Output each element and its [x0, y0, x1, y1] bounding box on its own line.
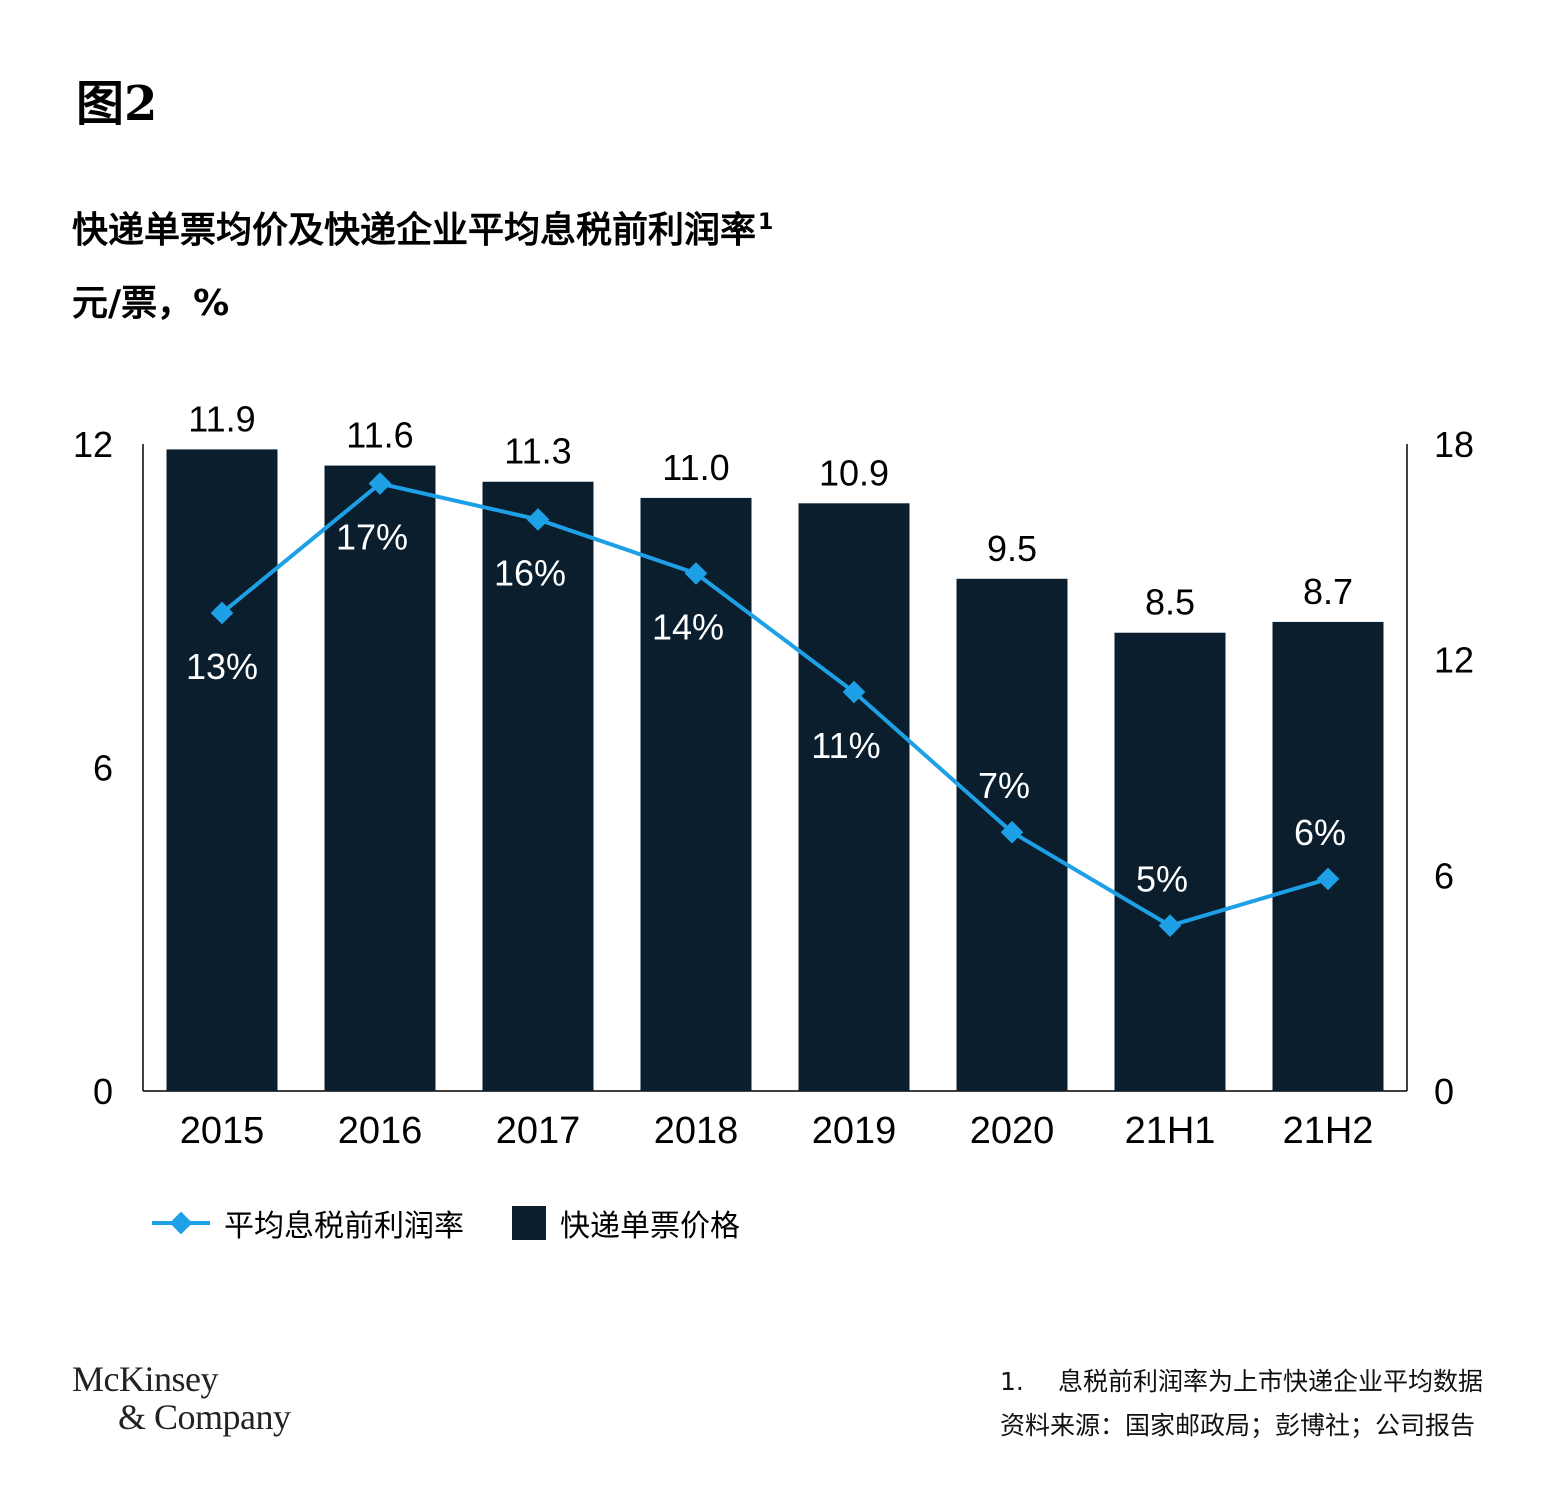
margin-value-label: 11% [811, 725, 880, 766]
x-tick-label: 21H1 [1125, 1110, 1216, 1152]
margin-value-label: 13% [186, 646, 258, 687]
legend-item-bar: 快递单票价格 [512, 1201, 740, 1245]
right-axis-tick-label: 18 [1434, 424, 1474, 465]
right-axis-tick-label: 12 [1434, 640, 1474, 681]
left-axis-tick-label: 0 [93, 1071, 113, 1112]
margin-marker [1000, 820, 1024, 844]
margin-value-label: 6% [1294, 812, 1346, 853]
bar-2016 [324, 465, 436, 1091]
footnotes: 1. 息税前利润率为上市快递企业平均数据 资料来源：国家邮政局；彭博社；公司报告 [1000, 1360, 1483, 1448]
right-axis-tick-label: 0 [1434, 1071, 1454, 1112]
legend-line-swatch [152, 1211, 210, 1235]
margin-line [220, 481, 1329, 928]
x-tick-label: 2016 [338, 1110, 423, 1152]
legend-line-label: 平均息税前利润率 [224, 1209, 464, 1244]
bar-2019 [798, 503, 910, 1091]
x-tick-label: 2015 [180, 1110, 265, 1152]
margin-value-label: 7% [978, 765, 1030, 806]
footnote-1-number: 1. [999, 1367, 1024, 1396]
x-tick-label: 2019 [812, 1110, 897, 1152]
bar-value-label: 8.5 [1145, 582, 1195, 623]
mckinsey-logo: McKinsey & Company [72, 1360, 291, 1436]
margin-marker [684, 562, 708, 585]
left-axis-tick-label: 6 [93, 748, 113, 789]
combo-chart: 11.9 11.6 11.3 11.0 10.9 9.5 8.5 8.7 2015 2016 20… [73, 398, 1474, 1152]
legend-bar-swatch [512, 1206, 546, 1240]
margin-marker [1158, 914, 1182, 937]
x-tick-label: 2018 [654, 1110, 739, 1152]
logo-line-2: & Company [118, 1397, 291, 1437]
bar-value-label: 9.5 [987, 528, 1037, 569]
logo-line-1: McKinsey [72, 1359, 218, 1399]
chart-title-text: 快递单票均价及快递企业平均息税前利润率 [72, 210, 757, 251]
legend-bar-label: 快递单票价格 [560, 1209, 740, 1244]
chart-units: 元/票，% [72, 283, 230, 324]
bar-2018 [640, 497, 752, 1092]
margin-value-label: 5% [1136, 859, 1188, 900]
legend-item-line: 平均息税前利润率 [152, 1201, 464, 1245]
bar-2015 [166, 449, 278, 1091]
chart-title: 快递单票均价及快递企业平均息税前利润率1 [72, 212, 773, 249]
left-axis-tick-label: 12 [73, 424, 113, 465]
figure-label: 图2 [76, 76, 158, 132]
right-axis-tick-label: 6 [1434, 855, 1454, 896]
bar-value-label: 11.3 [504, 431, 571, 472]
margin-marker [842, 680, 866, 704]
bar-value-label: 11.6 [346, 415, 413, 456]
bar-21H1 [1114, 632, 1226, 1091]
bar-value-label: 10.9 [819, 452, 889, 493]
margin-value-label: 17% [336, 517, 408, 558]
margin-marker [1316, 867, 1340, 891]
x-tick-label: 21H2 [1283, 1110, 1374, 1152]
bar-value-label: 8.7 [1303, 571, 1353, 612]
bar-value-label: 11.9 [188, 398, 255, 439]
source-note: 资料来源：国家邮政局；彭博社；公司报告 [999, 1411, 1475, 1440]
bar-21H2 [1272, 621, 1384, 1091]
bar-value-label: 11.0 [662, 447, 729, 488]
footnote-1-text: 息税前利润率为上市快递企业平均数据 [1057, 1367, 1483, 1396]
bar-2017 [482, 481, 594, 1091]
legend: 平均息税前利润率 快递单票价格 [152, 1201, 788, 1245]
x-tick-label: 2017 [496, 1110, 581, 1152]
margin-value-label: 16% [494, 552, 566, 593]
title-footnote-mark: 1 [758, 210, 774, 235]
margin-value-label: 14% [652, 606, 724, 647]
footnote-1: 1. 息税前利润率为上市快递企业平均数据 [1000, 1360, 1483, 1404]
x-tick-label: 2020 [970, 1110, 1055, 1152]
